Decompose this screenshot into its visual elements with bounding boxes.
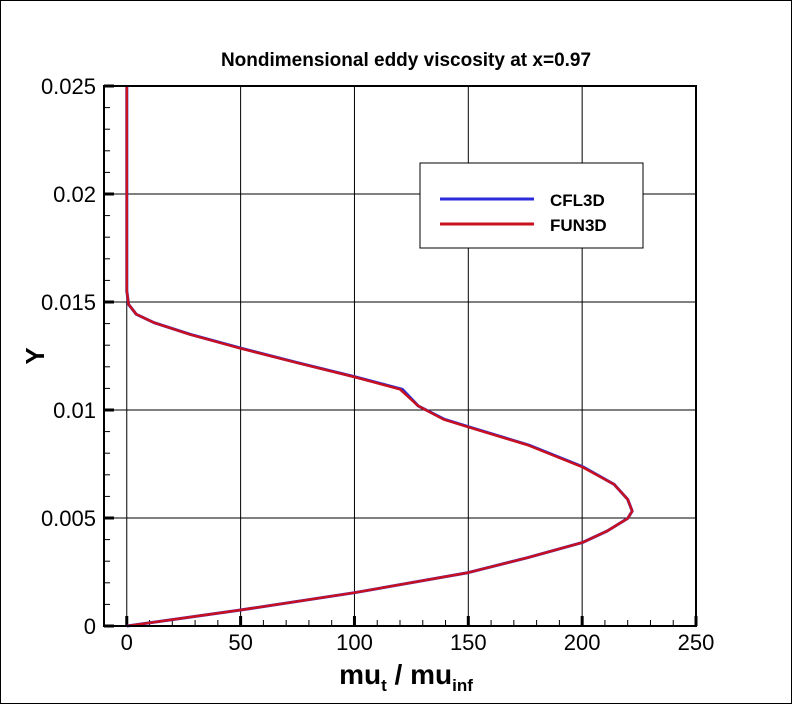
y-tick-label: 0.005 bbox=[41, 506, 96, 531]
y-tick-label: 0.01 bbox=[53, 398, 96, 423]
x-tick-label: 200 bbox=[564, 630, 601, 655]
legend-label-fun3d: FUN3D bbox=[550, 216, 607, 235]
legend: CFL3D FUN3D bbox=[419, 162, 644, 249]
y-tick-label: 0 bbox=[84, 614, 96, 639]
y-tick-label: 0.02 bbox=[53, 182, 96, 207]
x-tick-label: 50 bbox=[228, 630, 252, 655]
legend-label-cfl3d: CFL3D bbox=[550, 191, 605, 210]
series-line-fun3d bbox=[125, 86, 634, 628]
chart-title: Nondimensional eddy viscosity at x=0.97 bbox=[221, 50, 591, 71]
y-axis-label: Y bbox=[20, 347, 50, 364]
legend-box bbox=[419, 162, 644, 249]
plot-area-border bbox=[103, 85, 697, 627]
x-axis-label: mut / muinf bbox=[339, 659, 473, 695]
y-tick-label: 0.015 bbox=[41, 290, 96, 315]
series-lines bbox=[125, 86, 634, 628]
y-tick-label: 0.025 bbox=[41, 74, 96, 99]
x-tick-label: 150 bbox=[450, 630, 487, 655]
ticks: 0 50 100 150 200 250 0 0.005 0.01 0.015 0.02 0.025 bbox=[41, 74, 714, 655]
x-tick-label: 250 bbox=[678, 630, 715, 655]
x-tick-label: 0 bbox=[121, 630, 133, 655]
x-tick-label: 100 bbox=[336, 630, 373, 655]
